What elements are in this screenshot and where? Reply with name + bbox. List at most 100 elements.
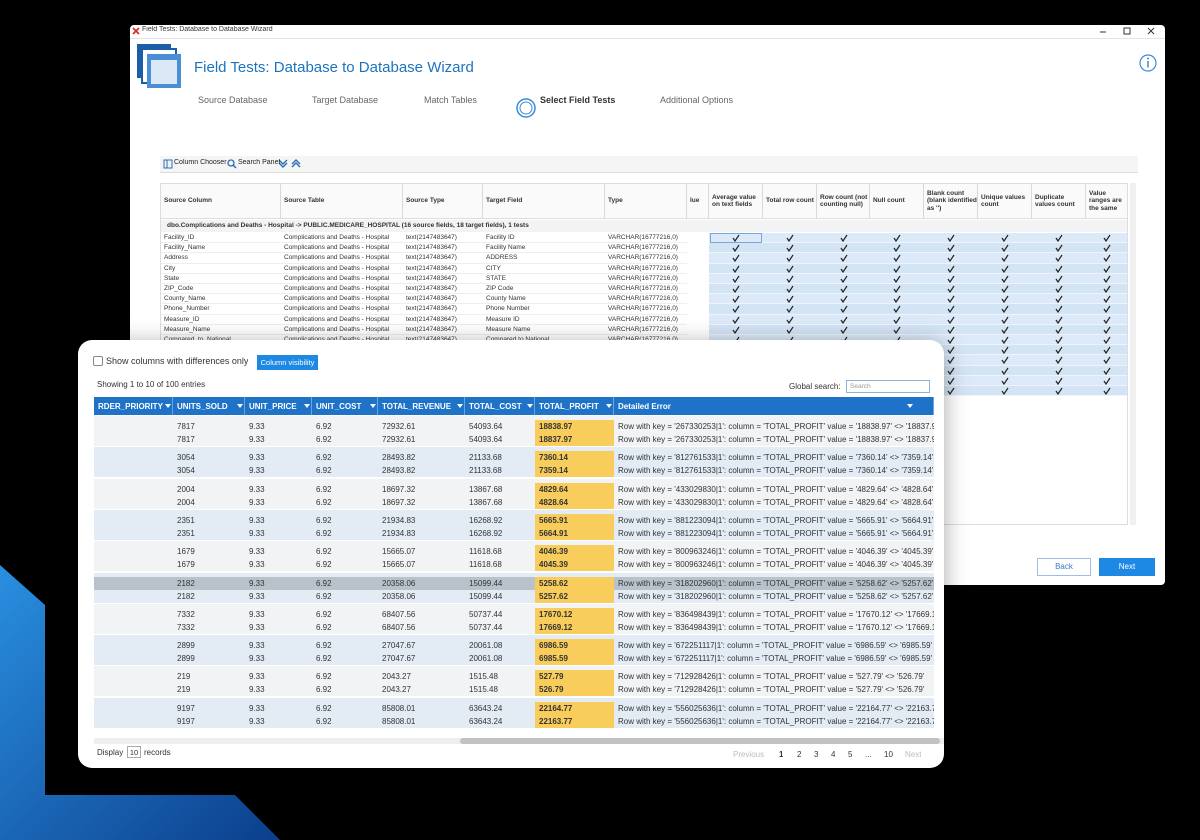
data-cell[interactable]: 28493.82 bbox=[382, 453, 416, 463]
data-cell[interactable]: 2182 bbox=[177, 578, 195, 588]
next-button[interactable]: Next bbox=[1099, 558, 1155, 576]
sort-arrow[interactable] bbox=[370, 404, 376, 408]
check-mark[interactable] bbox=[786, 265, 794, 273]
data-cell[interactable] bbox=[94, 451, 173, 464]
data-cell[interactable]: 1515.48 bbox=[469, 672, 498, 682]
data-cell[interactable]: 6.92 bbox=[316, 547, 332, 557]
check-mark[interactable] bbox=[947, 244, 955, 253]
data-cell[interactable]: 9.33 bbox=[249, 672, 265, 682]
check-mark[interactable] bbox=[893, 326, 901, 334]
check-mark[interactable] bbox=[1103, 326, 1111, 334]
data-cell[interactable]: 15099.44 bbox=[469, 578, 503, 588]
error-cell[interactable]: Row with key = '267330253|1': column = '… bbox=[618, 422, 934, 431]
data-cell[interactable]: 6986.59 bbox=[535, 639, 614, 653]
page-size[interactable]: 10 bbox=[127, 746, 141, 758]
wizard-step[interactable]: Source Database bbox=[198, 95, 268, 105]
data-cell[interactable]: 18697.32 bbox=[382, 484, 416, 494]
data-cell[interactable]: 9.33 bbox=[249, 515, 265, 525]
data-cell[interactable]: 16268.92 bbox=[469, 515, 503, 525]
column-header[interactable]: UNITS_SOLD bbox=[173, 397, 245, 415]
check-mark[interactable] bbox=[732, 275, 740, 283]
grid-cell[interactable]: Complications and Deaths - Hospital bbox=[281, 315, 403, 325]
check-mark[interactable] bbox=[1001, 275, 1009, 283]
data-cell[interactable]: 6.92 bbox=[316, 453, 332, 463]
group-row[interactable]: dbo.Complications and Deaths - Hospital … bbox=[161, 220, 1127, 232]
grid-cell[interactable]: Measure ID bbox=[483, 315, 605, 325]
error-cell[interactable]: Row with key = '881223094|1': column = '… bbox=[618, 515, 934, 525]
data-cell[interactable]: 4829.64 bbox=[535, 482, 614, 496]
data-cell[interactable]: 9.33 bbox=[249, 466, 265, 476]
data-cell[interactable]: 7332 bbox=[177, 622, 195, 632]
grid-cell[interactable]: Measure Name bbox=[483, 325, 605, 335]
check-mark[interactable] bbox=[947, 254, 955, 263]
data-cell[interactable]: 6.92 bbox=[316, 654, 332, 664]
error-cell[interactable]: Row with key = '433029830|1': column = '… bbox=[618, 497, 934, 507]
grid-cell[interactable]: ZIP_Code bbox=[161, 284, 281, 295]
data-cell[interactable]: 9.33 bbox=[249, 560, 265, 570]
data-cell[interactable]: 9.33 bbox=[249, 497, 265, 507]
grid-cell[interactable]: City bbox=[161, 264, 281, 274]
data-cell[interactable] bbox=[94, 670, 173, 683]
check-mark[interactable] bbox=[1001, 285, 1009, 293]
check-mark[interactable] bbox=[732, 234, 740, 242]
grid-header[interactable]: Duplicate values count bbox=[1032, 184, 1086, 219]
grid-cell[interactable]: VARCHAR(16777216,0) bbox=[605, 264, 687, 274]
back-button[interactable]: Back bbox=[1037, 558, 1091, 576]
check-mark[interactable] bbox=[1055, 367, 1063, 375]
check-mark[interactable] bbox=[1103, 377, 1111, 385]
check-mark[interactable] bbox=[947, 234, 955, 242]
column-visibility-button[interactable]: Column visibility bbox=[257, 355, 318, 370]
grid-cell[interactable]: County_Name bbox=[161, 294, 281, 305]
check-mark[interactable] bbox=[1103, 387, 1111, 395]
data-cell[interactable]: 9197 bbox=[177, 703, 195, 713]
grid-header[interactable]: Row count (not counting null) bbox=[817, 184, 870, 219]
data-cell[interactable] bbox=[94, 590, 173, 603]
check-mark[interactable] bbox=[1103, 265, 1111, 273]
data-cell[interactable]: 9.33 bbox=[249, 528, 265, 538]
check-mark[interactable] bbox=[1055, 377, 1063, 385]
check-mark[interactable] bbox=[840, 275, 848, 283]
data-cell[interactable]: 16268.92 bbox=[469, 528, 503, 538]
check-mark[interactable] bbox=[1055, 234, 1063, 242]
wizard-step[interactable]: Select Field Tests bbox=[540, 95, 616, 105]
data-cell[interactable]: 28493.82 bbox=[382, 466, 416, 476]
data-cell[interactable] bbox=[94, 545, 173, 558]
data-cell[interactable]: 9.33 bbox=[249, 591, 265, 601]
data-cell[interactable]: 72932.61 bbox=[382, 435, 416, 444]
grid-cell[interactable]: VARCHAR(16777216,0) bbox=[605, 253, 687, 264]
page-link[interactable]: 4 bbox=[831, 750, 836, 759]
check-mark[interactable] bbox=[732, 326, 740, 334]
check-mark[interactable] bbox=[732, 244, 740, 253]
data-cell[interactable]: 7817 bbox=[177, 435, 195, 444]
data-cell[interactable] bbox=[94, 433, 173, 446]
wizard-step[interactable]: Match Tables bbox=[424, 95, 477, 105]
data-cell[interactable]: 6.92 bbox=[316, 560, 332, 570]
grid-header[interactable]: Null count bbox=[870, 184, 924, 219]
data-cell[interactable]: 1515.48 bbox=[469, 685, 498, 695]
data-cell[interactable]: 6.92 bbox=[316, 515, 332, 525]
check-mark[interactable] bbox=[1055, 285, 1063, 293]
wizard-step[interactable]: Additional Options bbox=[660, 95, 734, 105]
column-header[interactable]: Detailed Error bbox=[614, 397, 934, 415]
check-mark[interactable] bbox=[1001, 244, 1009, 253]
data-cell[interactable] bbox=[94, 483, 173, 496]
check-mark[interactable] bbox=[1001, 367, 1009, 375]
check-mark[interactable] bbox=[1055, 336, 1063, 344]
grid-cell[interactable]: text(2147483647) bbox=[403, 264, 483, 274]
check-mark[interactable] bbox=[1103, 295, 1111, 304]
data-cell[interactable] bbox=[94, 715, 173, 728]
data-cell[interactable]: 1679 bbox=[177, 560, 195, 570]
check-mark[interactable] bbox=[1103, 244, 1111, 253]
grid-cell[interactable]: Measure_ID bbox=[161, 315, 281, 325]
grid-header[interactable]: Source Table bbox=[281, 184, 403, 219]
data-cell[interactable]: 54093.64 bbox=[469, 422, 503, 431]
data-cell[interactable]: 18697.32 bbox=[382, 497, 416, 507]
grid-cell[interactable]: County Name bbox=[483, 294, 605, 305]
check-mark[interactable] bbox=[840, 234, 848, 242]
data-cell[interactable]: 21133.68 bbox=[469, 466, 502, 476]
data-cell[interactable]: 20061.08 bbox=[469, 654, 503, 664]
grid-header[interactable]: Source Column bbox=[161, 184, 281, 219]
check-mark[interactable] bbox=[840, 254, 848, 263]
grid-cell[interactable]: VARCHAR(16777216,0) bbox=[605, 284, 687, 295]
check-mark[interactable] bbox=[893, 316, 901, 324]
